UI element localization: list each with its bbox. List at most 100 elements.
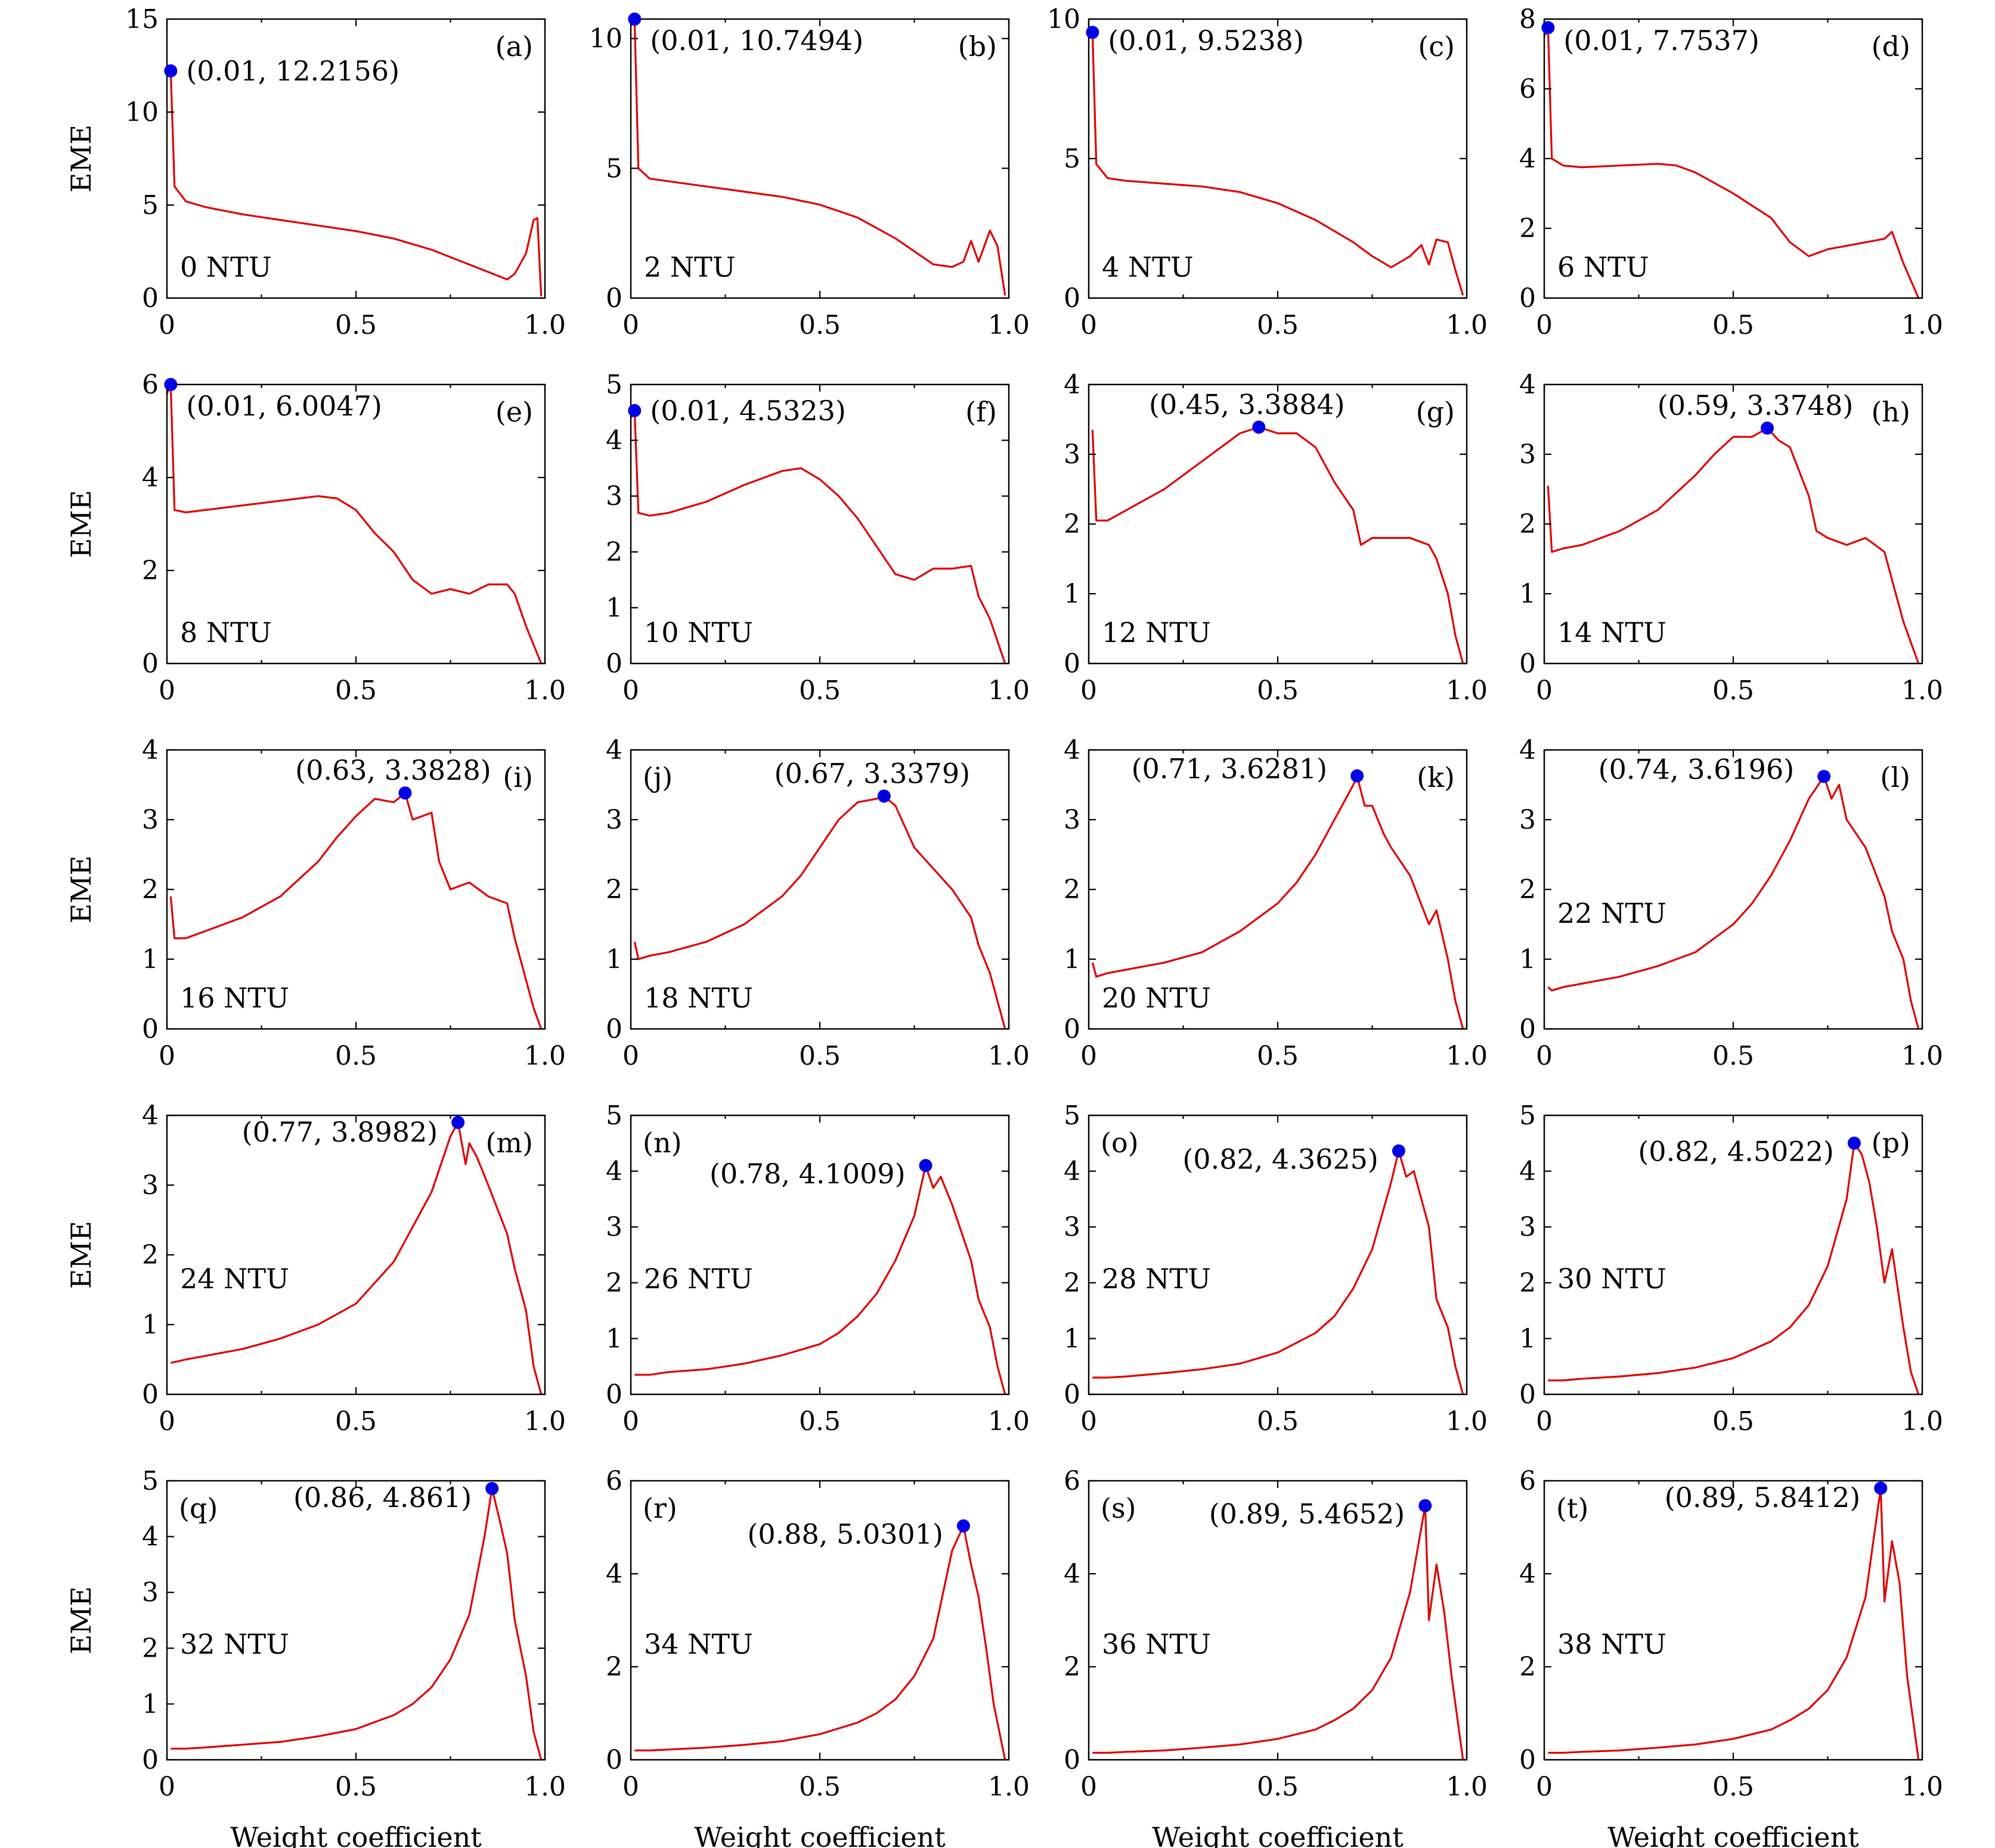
peak-annotation: (0.89, 5.8412) — [1665, 1481, 1861, 1514]
panel-label: (m) — [485, 1127, 533, 1159]
y-tick-label: 6 — [142, 370, 159, 400]
plot-frame — [1543, 749, 1923, 1030]
y-tick-label: 0 — [142, 649, 159, 679]
y-tick-label: 0 — [1519, 649, 1536, 679]
panel-label: (t) — [1556, 1492, 1588, 1524]
x-tick-label: 0.5 — [799, 1772, 841, 1802]
y-tick-label: 6 — [1064, 1466, 1080, 1496]
ntu-label: 16 NTU — [180, 982, 289, 1014]
y-tick-label: 10 — [589, 24, 622, 54]
y-tick-label: 3 — [142, 805, 159, 835]
x-tick-label: 0.5 — [1712, 310, 1754, 340]
x-tick-label: 1.0 — [988, 1041, 1030, 1071]
x-tick-label: 0.5 — [1712, 1041, 1754, 1071]
y-tick-label: 2 — [142, 875, 159, 905]
y-tick-label: 4 — [1064, 735, 1080, 765]
chart-panel-9: 0 1 2 3 4 0 0.5 1.0 EME (i) 16 NTU (0.63, 3.3828) — [65, 735, 566, 1071]
panel-label: (f) — [965, 396, 997, 428]
panel-label: (s) — [1101, 1492, 1136, 1524]
series-line — [1091, 426, 1464, 664]
series-line — [634, 1525, 1006, 1760]
y-tick-label: 1 — [606, 944, 622, 975]
series-line — [1548, 1142, 1920, 1395]
x-tick-label: 0.5 — [1257, 1406, 1299, 1437]
chart-panel-20: 0 2 4 6 0 0.5 1.0 Weight coefficient (t) 38 NTU (0… — [1519, 1466, 1943, 1848]
x-tick-label: 1.0 — [1901, 1041, 1943, 1071]
x-tick-label: 0 — [1080, 1406, 1097, 1437]
chart-panel-15: 0 1 2 3 4 5 0 0.5 1.0 (o) 28 NTU (0.82, 4.3625) — [1064, 1100, 1488, 1437]
y-tick-label: 2 — [1064, 1268, 1080, 1298]
y-tick-label: 2 — [1519, 1652, 1536, 1682]
peak-annotation: (0.01, 9.5238) — [1108, 24, 1304, 57]
x-tick-label: 0.5 — [799, 310, 841, 340]
y-tick-label: 0 — [142, 1014, 159, 1044]
y-tick-label: 3 — [1519, 439, 1536, 470]
y-axis-label: EME — [65, 1221, 97, 1289]
x-tick-label: 1.0 — [1901, 675, 1943, 706]
peak-marker — [398, 786, 412, 800]
chart-panel-19: 0 2 4 6 0 0.5 1.0 Weight coefficient (s) 36 NTU (0… — [1064, 1466, 1488, 1848]
ntu-label: 22 NTU — [1557, 897, 1666, 929]
panel-label: (i) — [503, 761, 533, 793]
series-line — [1088, 31, 1464, 296]
x-tick-label: 1.0 — [1446, 1041, 1488, 1071]
series-line — [166, 70, 543, 296]
ntu-label: 36 NTU — [1102, 1628, 1211, 1660]
y-tick-label: 0 — [1064, 1379, 1080, 1410]
ntu-label: 10 NTU — [644, 616, 753, 649]
y-tick-label: 3 — [1064, 1212, 1080, 1242]
y-tick-label: 5 — [606, 1100, 622, 1131]
series-line — [170, 1121, 543, 1395]
x-tick-label: 0 — [159, 1041, 175, 1071]
series-line — [634, 1164, 1006, 1395]
peak-annotation: (0.01, 7.7537) — [1563, 24, 1759, 57]
peak-annotation: (0.82, 4.5022) — [1638, 1136, 1834, 1168]
peak-marker — [164, 64, 178, 77]
y-tick-label: 6 — [1519, 74, 1536, 104]
peak-marker — [1817, 770, 1831, 783]
peak-marker — [1252, 420, 1266, 434]
x-tick-label: 0 — [622, 1772, 639, 1802]
series-line — [1547, 427, 1920, 664]
peak-marker — [628, 404, 642, 417]
peak-marker — [1874, 1481, 1888, 1495]
y-tick-label: 0 — [1519, 1745, 1536, 1775]
y-tick-label: 0 — [142, 1745, 159, 1775]
y-axis-label: EME — [65, 1586, 97, 1654]
x-tick-label: 0.5 — [1712, 1772, 1754, 1802]
panel-label: (g) — [1416, 396, 1455, 428]
ntu-label: 2 NTU — [644, 251, 736, 283]
peak-annotation: (0.71, 3.6281) — [1132, 753, 1328, 785]
y-tick-label: 4 — [142, 735, 159, 765]
ntu-label: 20 NTU — [1102, 982, 1211, 1014]
chart-panel-3: 0 5 10 0 0.5 1.0 (c) 4 NTU (0.01, 9.5238) — [1047, 4, 1488, 340]
y-tick-label: 1 — [1519, 1323, 1536, 1354]
series-line — [171, 1487, 543, 1760]
ntu-label: 34 NTU — [644, 1628, 753, 1660]
ntu-label: 38 NTU — [1557, 1628, 1666, 1660]
panel-label: (d) — [1872, 30, 1910, 63]
series-line — [1092, 1505, 1464, 1760]
x-tick-label: 1.0 — [988, 1772, 1030, 1802]
series-line — [1548, 1487, 1920, 1760]
panel-label: (n) — [643, 1127, 682, 1159]
peak-annotation: (0.88, 5.0301) — [747, 1518, 943, 1551]
x-tick-label: 0.5 — [335, 675, 377, 706]
y-tick-label: 0 — [606, 1745, 622, 1775]
peak-annotation: (0.63, 3.3828) — [295, 754, 491, 786]
peak-annotation: (0.74, 3.6196) — [1599, 754, 1795, 786]
x-axis-label: Weight coefficient — [694, 1821, 946, 1848]
chart-panel-6: 0 1 2 3 4 5 0 0.5 1.0 (f) 10 NTU (0.01, 4.5323) — [606, 370, 1030, 706]
peak-marker — [628, 13, 642, 26]
x-tick-label: 0 — [1080, 310, 1097, 340]
chart-panel-10: 0 1 2 3 4 0 0.5 1.0 (j) 18 NTU (0.67, 3.3379) — [606, 735, 1030, 1071]
peak-annotation: (0.45, 3.3884) — [1149, 389, 1345, 421]
y-tick-label: 0 — [606, 1379, 622, 1410]
y-tick-label: 3 — [1519, 805, 1536, 835]
peak-annotation: (0.01, 4.5323) — [650, 395, 846, 427]
y-tick-label: 4 — [1064, 1559, 1080, 1589]
panel-label: (b) — [958, 30, 997, 63]
peak-marker — [485, 1482, 499, 1496]
y-tick-label: 0 — [606, 1014, 622, 1044]
y-tick-label: 4 — [142, 463, 159, 493]
